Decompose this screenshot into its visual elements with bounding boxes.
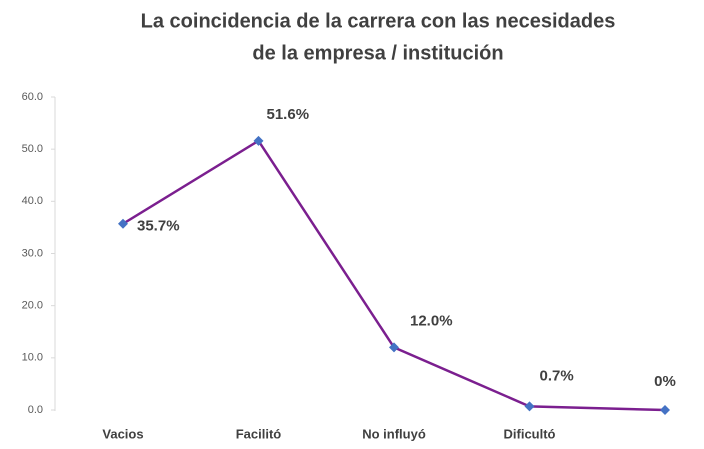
y-tick-label: 0.0: [28, 404, 43, 416]
data-label: 12.0%: [410, 312, 453, 329]
y-tick-label: 10.0: [22, 352, 43, 364]
marker: [118, 218, 128, 229]
x-tick-label: Vacios: [102, 426, 143, 441]
data-label: 35.7%: [137, 218, 180, 235]
data-label: 0%: [654, 373, 676, 390]
marker: [389, 342, 399, 353]
chart-title: La coincidencia de la carrera con las ne…: [141, 10, 616, 32]
marker: [524, 401, 535, 412]
y-tick-label: 30.0: [22, 247, 43, 259]
y-tick-label: 40.0: [22, 195, 43, 207]
y-tick-label: 20.0: [22, 300, 43, 312]
marker: [660, 405, 670, 415]
x-tick-label: Dificultó: [504, 426, 556, 441]
line: [122, 139, 666, 412]
data-label: 0.7%: [540, 367, 574, 384]
data-label: 51.6%: [267, 106, 310, 123]
y-tick-label: 50.0: [22, 143, 43, 155]
x-tick-label: Facilitó: [236, 426, 282, 441]
chart-title: de la empresa / institución: [252, 42, 503, 64]
y-tick-label: 60.0: [22, 91, 43, 103]
x-tick-label: No influyó: [362, 426, 426, 441]
marker: [253, 135, 264, 146]
